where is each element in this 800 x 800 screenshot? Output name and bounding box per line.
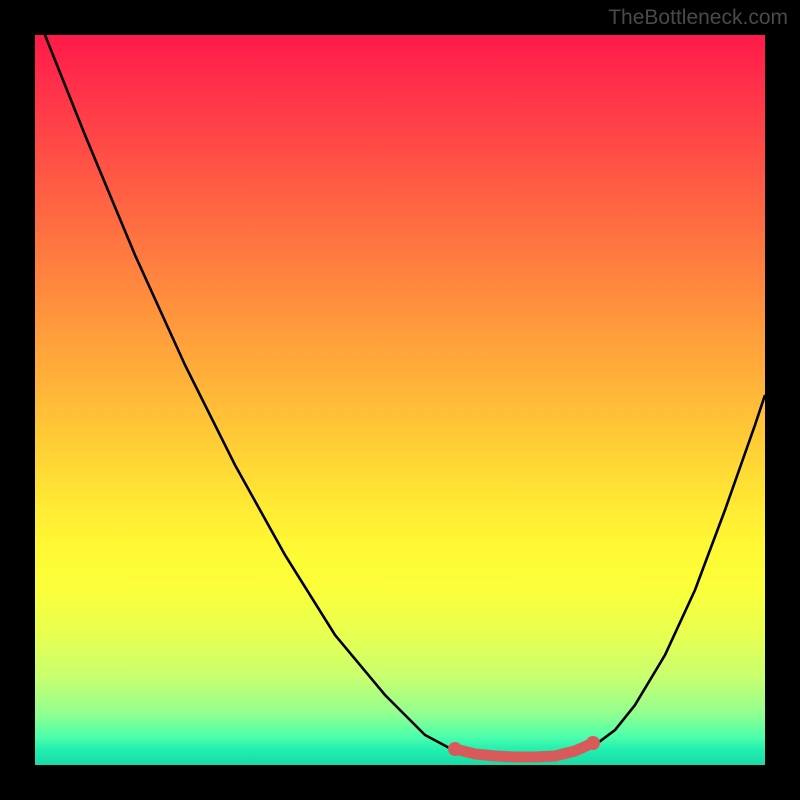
highlight-segment <box>455 743 593 757</box>
chart-plot-area <box>35 35 765 765</box>
highlight-end-marker <box>586 736 600 750</box>
highlight-start-marker <box>448 742 462 756</box>
chart-svg <box>35 35 765 765</box>
bottleneck-curve <box>35 35 765 758</box>
watermark-text: TheBottleneck.com <box>608 6 788 30</box>
